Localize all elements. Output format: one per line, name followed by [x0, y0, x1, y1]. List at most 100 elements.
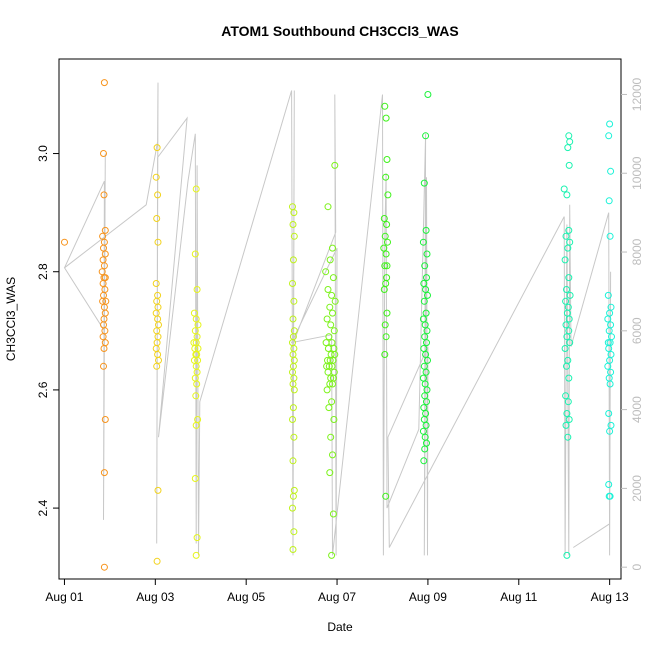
data-point — [290, 386, 298, 394]
data-point — [380, 244, 388, 252]
altitude-layer — [63, 82, 612, 556]
data-point — [563, 410, 571, 417]
y-tick-label: 2.4 — [36, 499, 50, 516]
y2-tick-label: 2000 — [630, 475, 644, 502]
data-point — [419, 238, 427, 246]
y-tick-label: 2.6 — [36, 381, 50, 398]
data-point — [290, 209, 298, 217]
y2-axis: 0 2000 4000 6000 8000 10000 12000 — [621, 77, 644, 571]
data-point — [383, 262, 391, 270]
data-point — [562, 392, 570, 400]
data-point — [290, 528, 298, 536]
data-point — [191, 250, 199, 258]
data-point — [153, 362, 161, 370]
data-point — [420, 179, 428, 187]
y-axis: 2.4 2.6 2.8 3.0 — [36, 145, 59, 516]
data-point — [289, 256, 297, 264]
y2-tick-label: 0 — [630, 564, 644, 571]
data-point — [605, 410, 613, 417]
data-point — [328, 362, 336, 370]
data-point — [420, 457, 428, 465]
data-point — [566, 339, 574, 347]
data-point — [380, 286, 388, 293]
data-point — [330, 327, 338, 335]
data-point — [564, 244, 572, 252]
data-point — [420, 297, 428, 305]
data-point — [290, 433, 298, 441]
data-point — [289, 221, 297, 228]
data-point — [561, 256, 569, 264]
data-point — [423, 250, 431, 258]
data-point — [606, 232, 614, 240]
data-point — [191, 475, 199, 482]
data-point — [289, 315, 297, 323]
data-point — [606, 120, 614, 128]
data-point — [99, 333, 107, 341]
data-point — [424, 91, 432, 98]
data-point — [423, 386, 431, 394]
data-point — [607, 167, 615, 175]
x-axis: Aug 01 Aug 03 Aug 05 Aug 07 Aug 09 Aug 11 Aug … — [45, 579, 629, 604]
data-point — [564, 144, 572, 152]
data-point — [100, 362, 107, 370]
data-point — [326, 469, 334, 477]
data-point — [329, 510, 337, 518]
data-point — [565, 315, 573, 323]
x-axis-label: Date — [327, 620, 353, 634]
data-point — [383, 309, 391, 317]
data-point — [100, 262, 108, 270]
data-point — [289, 457, 297, 465]
y-tick-label: 3.0 — [36, 145, 50, 162]
data-point — [326, 256, 334, 264]
data-point — [566, 291, 574, 299]
data-point — [605, 327, 613, 335]
data-point — [325, 333, 333, 341]
data-point — [192, 421, 200, 429]
data-point — [424, 356, 431, 364]
data-point — [380, 215, 388, 222]
y2-tick-label: 10000 — [630, 156, 644, 190]
data-point — [327, 433, 335, 441]
data-point — [61, 238, 68, 246]
data-point — [100, 469, 108, 477]
data-point — [192, 551, 200, 559]
data-point — [423, 339, 430, 347]
y-axis-label: CH3CCl3_WAS — [4, 277, 18, 361]
data-point — [289, 404, 297, 412]
data-point — [565, 226, 573, 234]
data-point — [101, 226, 109, 234]
data-point — [290, 297, 298, 305]
data-point — [101, 416, 109, 423]
data-point — [564, 398, 572, 406]
data-point — [565, 416, 573, 423]
data-point — [382, 114, 390, 122]
data-point — [100, 191, 108, 199]
data-point — [154, 486, 162, 494]
data-point — [329, 244, 336, 252]
x-tick-label: Aug 13 — [591, 590, 629, 604]
series-2 — [152, 144, 162, 565]
plot-frame — [58, 58, 622, 580]
data-point — [322, 268, 330, 276]
data-point — [289, 546, 297, 553]
data-point — [193, 534, 201, 542]
data-point — [605, 481, 613, 488]
data-point — [193, 286, 201, 293]
y2-tick-label: 12000 — [630, 77, 644, 111]
y-tick-label: 2.8 — [36, 263, 50, 280]
data-point — [100, 563, 108, 571]
data-point — [330, 416, 338, 423]
data-point — [383, 156, 391, 163]
data-point — [384, 238, 391, 246]
data-point — [322, 339, 330, 347]
data-point — [324, 203, 332, 211]
data-point — [326, 303, 334, 311]
data-point — [422, 226, 430, 234]
data-point — [560, 185, 568, 193]
data-point — [604, 291, 612, 299]
data-point — [604, 362, 612, 370]
data-point — [605, 197, 613, 205]
x-tick-label: Aug 07 — [318, 590, 356, 604]
data-point — [606, 427, 614, 435]
